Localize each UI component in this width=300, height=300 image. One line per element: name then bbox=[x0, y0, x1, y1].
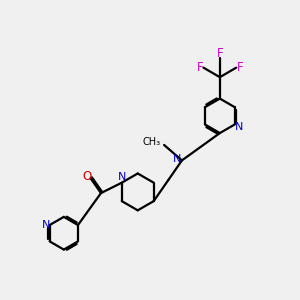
Text: N: N bbox=[42, 220, 50, 230]
Text: CH₃: CH₃ bbox=[142, 137, 160, 147]
Text: N: N bbox=[172, 154, 181, 164]
Text: F: F bbox=[196, 61, 203, 74]
Text: O: O bbox=[82, 170, 91, 183]
Text: F: F bbox=[236, 61, 243, 74]
Text: F: F bbox=[217, 47, 223, 61]
Text: N: N bbox=[235, 122, 243, 132]
Text: N: N bbox=[118, 172, 126, 182]
